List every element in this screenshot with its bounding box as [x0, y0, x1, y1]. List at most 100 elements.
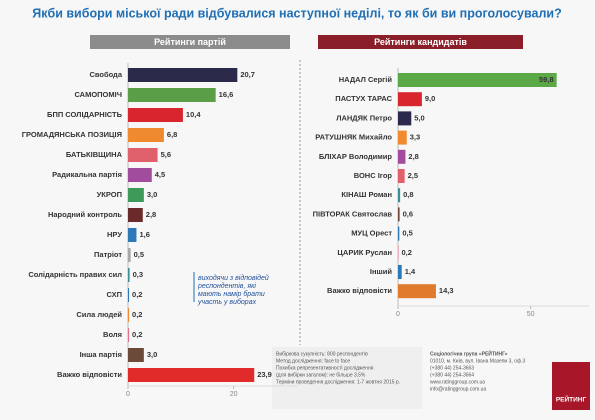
bar	[128, 108, 183, 122]
bar	[128, 68, 238, 82]
category-label: Інший	[370, 267, 392, 276]
x-tick-label: 0	[396, 311, 400, 318]
category-label: Воля	[103, 330, 122, 339]
footer-line: Терміни проведення дослідження: 1-7 жовт…	[276, 379, 400, 385]
bar	[398, 130, 407, 145]
category-label: Народний контроль	[48, 210, 122, 219]
category-label: ПІВТОРАК Святослав	[313, 209, 393, 218]
bar	[128, 228, 137, 242]
category-label: МУЦ Орест	[351, 229, 392, 238]
category-label: РАТУШНЯК Михайло	[315, 133, 392, 142]
panel-header	[90, 35, 290, 49]
category-label: СХП	[106, 290, 122, 299]
footer-line: (для вибірки загалом): не більше 3,5%	[276, 372, 366, 378]
value-label: 0,8	[403, 190, 413, 199]
value-label: 5,6	[161, 150, 171, 159]
category-label: ЦАРИК Руслан	[337, 248, 392, 257]
panel-header	[318, 35, 523, 49]
value-label: 16,6	[219, 90, 234, 99]
value-label: 5,0	[414, 113, 424, 122]
bar	[128, 368, 255, 382]
title: Якби вибори міської ради відбувалися нас…	[32, 6, 562, 20]
value-label: 0,5	[402, 229, 412, 238]
category-label: ГРОМАДЯНСЬКА ПОЗИЦІЯ	[22, 130, 122, 139]
bar	[128, 208, 143, 222]
bar	[398, 149, 406, 164]
category-label: Важко відповісти	[327, 286, 392, 295]
value-label: 4,5	[155, 170, 165, 179]
bar	[128, 328, 130, 342]
bar	[128, 88, 216, 102]
category-label: Сила людей	[76, 310, 122, 319]
category-label: КІНАШ Роман	[341, 190, 392, 199]
x-tick-label: 0	[126, 391, 130, 398]
bar	[128, 288, 130, 302]
bar	[398, 245, 399, 260]
bar	[398, 73, 557, 87]
footer-line: (+380 44) 254-3664	[430, 372, 474, 378]
footer-line: Метод дослідження: face to face	[276, 358, 350, 364]
footer-line: Соціологічна група «РЕЙТИНГ»	[430, 349, 508, 357]
value-label: 1,4	[405, 267, 416, 276]
footer-line: (+380 44) 254-3663	[430, 365, 474, 371]
category-label: ВОНС Ігор	[354, 171, 393, 180]
bar	[128, 128, 164, 142]
value-label: 59,8	[539, 75, 554, 84]
bar	[398, 92, 422, 107]
value-label: 23,9	[257, 370, 272, 379]
footer-box	[272, 347, 422, 409]
panel-title: Рейтинги партій	[154, 37, 226, 47]
annotation: виходячи з відповідей респондентів, які ма…	[197, 274, 269, 306]
value-label: 1,6	[139, 230, 149, 239]
category-label: БАТЬКІВЩИНА	[66, 150, 123, 159]
value-label: 14,3	[439, 286, 454, 295]
bar	[128, 268, 130, 282]
bar	[128, 248, 131, 262]
footer-line: www.ratinggroup.com.ua	[430, 379, 485, 385]
bar	[398, 226, 400, 241]
bar	[398, 284, 436, 299]
value-label: 3,0	[147, 350, 157, 359]
value-label: 0,3	[133, 270, 143, 279]
value-label: 2,5	[408, 171, 418, 180]
value-label: 9,0	[425, 94, 435, 103]
bar	[398, 207, 400, 222]
value-label: 0,2	[132, 330, 142, 339]
value-label: 2,8	[408, 152, 418, 161]
bar	[128, 348, 144, 362]
value-label: 6,8	[167, 130, 177, 139]
footer-line: Похибка репрезентативності дослідження	[276, 365, 374, 371]
value-label: 10,4	[186, 110, 201, 119]
category-label: БПП СОЛІДАРНІСТЬ	[47, 110, 123, 119]
category-label: ПАСТУХ ТАРАС	[335, 94, 392, 103]
bar	[128, 168, 152, 182]
category-label: Патріот	[94, 250, 122, 259]
category-label: БЛІХАР Володимир	[319, 152, 393, 161]
logo-box	[552, 362, 590, 410]
category-label: Солідарність правих сил	[28, 270, 122, 279]
bar	[128, 188, 144, 202]
bar	[128, 308, 130, 322]
category-label: УКРОП	[97, 190, 122, 199]
value-label: 20,7	[240, 70, 255, 79]
category-label: Свобода	[89, 70, 122, 79]
bar	[398, 265, 402, 279]
x-tick-label: 50	[527, 311, 535, 318]
category-label: ЛАНДЯК Петро	[336, 113, 392, 122]
footer-line: info@ratinggroup.com.ua	[430, 386, 486, 392]
value-label: 3,0	[147, 190, 157, 199]
category-label: НРУ	[107, 230, 122, 239]
bar	[128, 148, 158, 162]
value-label: 2,8	[146, 210, 156, 219]
panel-title: Рейтинги кандидатів	[374, 37, 467, 47]
value-label: 0,2	[402, 248, 412, 257]
bar	[398, 111, 412, 126]
value-label: 0,2	[132, 310, 142, 319]
footer-line: Вибіркова сукупність: 800 респондентів	[276, 351, 368, 357]
category-label: САМОПОМІЧ	[74, 90, 122, 99]
footer-line: 01010, м. Київ, вул. Івана Мазепи 3, оф.…	[430, 358, 525, 364]
value-label: 0,6	[403, 209, 413, 218]
bar	[398, 188, 401, 203]
category-label: Важко відповісти	[57, 370, 122, 379]
